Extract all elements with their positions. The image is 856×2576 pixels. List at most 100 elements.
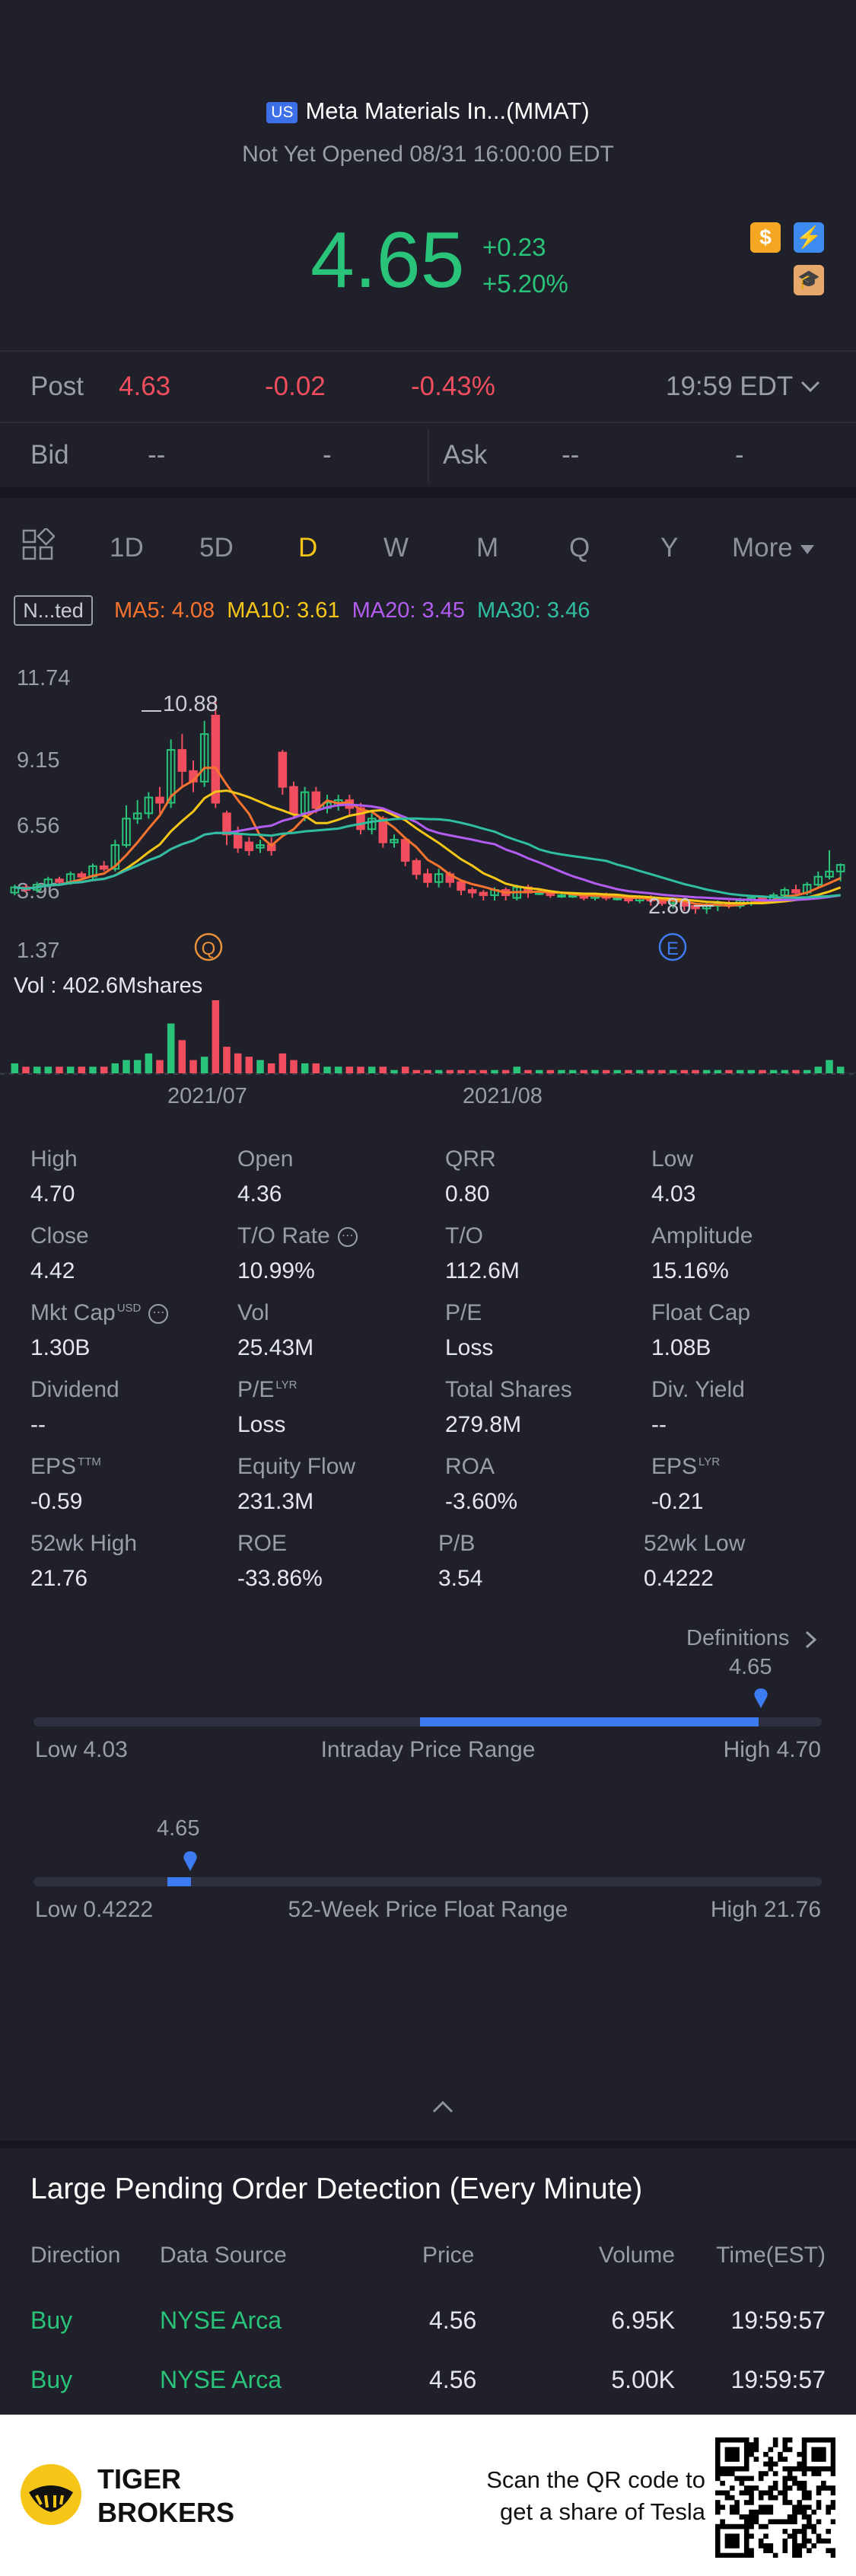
stat-label: 52wk High	[30, 1531, 137, 1557]
tab-more[interactable]: More	[732, 533, 793, 563]
volume-label: Vol : 402.6Mshares	[14, 974, 202, 998]
volume-bar	[613, 1070, 622, 1073]
chevron-up-icon[interactable]	[431, 2098, 455, 2115]
week52-track	[33, 1877, 822, 1886]
stat-value: 21.76	[30, 1566, 88, 1591]
dollar-icon[interactable]: $	[750, 222, 781, 253]
volume-bar	[479, 1070, 488, 1073]
post-change: -0.02	[265, 371, 326, 401]
bid-ask-row: Bid -- - Ask -- -	[0, 423, 856, 487]
volume-bar	[66, 1066, 75, 1073]
stat-label-text: Close	[30, 1223, 89, 1248]
candle-body	[144, 796, 154, 815]
intraday-fill	[419, 1717, 759, 1726]
volume-bar	[323, 1066, 331, 1073]
stat-label: Open	[237, 1146, 293, 1172]
grid-layout-icon[interactable]	[21, 528, 55, 562]
earnings-q-icon[interactable]	[194, 933, 223, 961]
volume-bar	[558, 1070, 565, 1073]
stat-value: 4.36	[237, 1181, 282, 1207]
market-badge: US	[266, 101, 298, 123]
candle-body	[423, 873, 432, 883]
tab-m[interactable]: M	[476, 533, 499, 563]
stat-label-text: ROE	[237, 1531, 288, 1556]
volume-bar	[22, 1066, 30, 1073]
volume-bar	[401, 1066, 409, 1073]
tab-y[interactable]: Y	[660, 533, 679, 563]
info-icon[interactable]: ⋯	[337, 1227, 358, 1248]
week52-title: 52-Week Price Float Range	[288, 1897, 568, 1922]
stat-cell: ROE -33.86%	[237, 1531, 323, 1592]
y-axis-label: 9.15	[17, 748, 59, 773]
event-e-icon[interactable]	[658, 933, 687, 961]
promo-footer[interactable]: TIGER BROKERS Scan the QR code to get a …	[0, 2415, 856, 2576]
high-marker-label: 10.88	[163, 692, 218, 716]
candle-body	[155, 796, 164, 804]
caret-down-icon[interactable]	[799, 544, 816, 556]
ma5-line	[14, 767, 842, 907]
tab-q[interactable]: Q	[569, 533, 590, 563]
tab-w[interactable]: W	[383, 533, 409, 563]
stat-label: High	[30, 1146, 78, 1172]
post-change-pct: -0.43%	[411, 371, 495, 401]
table-row[interactable]: Buy NYSE Arca 4.56 6.95K 19:59:57	[0, 2296, 856, 2349]
tab-d[interactable]: D	[298, 533, 318, 563]
stat-label-text: Vol	[237, 1300, 269, 1325]
stat-label: Amplitude	[651, 1223, 753, 1249]
volume-bar	[769, 1070, 778, 1073]
stat-cell: 52wk Low 0.4222	[644, 1531, 745, 1592]
post-time[interactable]: 19:59 EDT	[666, 371, 794, 401]
volume-bar	[145, 1053, 153, 1073]
volume-bar	[501, 1070, 510, 1073]
order-direction: Buy	[30, 2366, 73, 2393]
stat-value: -33.86%	[237, 1566, 323, 1591]
volume-bar	[56, 1066, 63, 1073]
candlestick-chart[interactable]: 11.74 9.15 6.56 3.96 1.37 10.88 2.80 Q E…	[0, 647, 856, 1073]
stats-grid: High 4.70 Open 4.36 QRR 0.80 Low 4.03 Close 4.42 T…	[0, 1146, 856, 1603]
section-separator	[0, 2141, 856, 2148]
stat-value: -0.21	[651, 1489, 704, 1514]
stock-title-row: US Meta Materials In...(MMAT)	[0, 97, 856, 125]
volume-bar	[568, 1070, 577, 1073]
stat-label: T/O Rate ⋯	[237, 1223, 358, 1249]
stat-label: Vol	[237, 1300, 313, 1326]
tab-1d[interactable]: 1D	[110, 533, 144, 563]
candle-body	[467, 889, 477, 894]
stat-label: ROA	[445, 1454, 517, 1480]
stat-value: Loss	[237, 1412, 286, 1437]
stat-value: --	[651, 1412, 667, 1437]
volume-bar	[759, 1070, 766, 1073]
tab-5d[interactable]: 5D	[199, 533, 234, 563]
candle-body	[311, 791, 321, 809]
post-price: 4.63	[119, 371, 171, 401]
chevron-right-icon[interactable]	[803, 1629, 819, 1650]
candle-body	[55, 878, 64, 883]
volume-bar	[334, 1066, 342, 1073]
info-icon[interactable]: ⋯	[148, 1304, 169, 1325]
stat-value: -3.60%	[445, 1489, 518, 1514]
volume-bar	[424, 1070, 431, 1073]
stat-label: Total Shares	[445, 1377, 572, 1403]
stat-value: 4.03	[651, 1181, 696, 1207]
order-time: 19:59:57	[730, 2307, 826, 2334]
learn-icon[interactable]: 🎓	[794, 265, 824, 295]
candle-body	[479, 891, 488, 897]
candle-body	[412, 859, 422, 875]
candle-body	[177, 749, 187, 772]
qr-code-icon[interactable]	[715, 2437, 835, 2558]
volume-bar	[290, 1060, 298, 1073]
candle-body	[400, 839, 410, 862]
table-row[interactable]: Buy NYSE Arca 4.56 5.00K 19:59:57	[0, 2355, 856, 2409]
adjust-toggle[interactable]: N...ted	[14, 595, 93, 626]
volume-bar	[200, 1057, 208, 1073]
lightning-icon[interactable]: ⚡	[794, 222, 824, 253]
volume-bar	[580, 1070, 588, 1073]
stat-label-text: Mkt Cap	[30, 1300, 116, 1325]
chevron-down-icon[interactable]	[799, 379, 822, 394]
ma-legend: MA5: 4.08 MA10: 3.61 MA20: 3.45 MA30: 3.…	[114, 598, 590, 623]
stat-label: 52wk Low	[644, 1531, 745, 1557]
stat-cell: Mkt Cap USD ⋯ 1.30B	[30, 1300, 169, 1361]
definitions-link[interactable]: Definitions	[686, 1626, 790, 1650]
candle-body	[780, 889, 790, 897]
stat-label-text: Total Shares	[445, 1377, 572, 1402]
